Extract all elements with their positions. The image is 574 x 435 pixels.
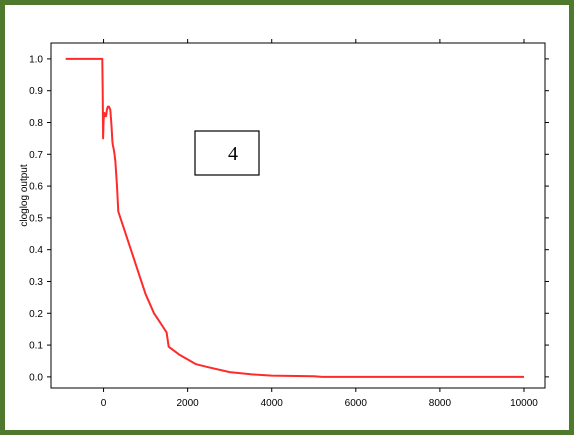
y-tick-label: 0.5 [29, 213, 43, 224]
x-tick-label: 0 [101, 398, 107, 409]
plot-area [50, 42, 546, 389]
y-tick-label: 0.0 [29, 372, 43, 383]
annotation-box: 4 [194, 130, 260, 176]
y-tick-label: 0.3 [29, 277, 43, 288]
y-axis: 0.0 0.1 0.2 0.3 0.4 0.5 0.6 0.7 0.8 0.9 1.0 [29, 54, 549, 383]
x-tick-label: 4000 [261, 398, 284, 409]
x-tick-label: 10000 [510, 398, 538, 409]
y-tick-label: 0.9 [29, 86, 43, 97]
x-tick-label: 6000 [345, 398, 368, 409]
annotation-rect [194, 130, 260, 176]
series-layer [65, 57, 524, 378]
series-line [65, 57, 524, 378]
y-axis-title: cloglog output [19, 164, 30, 226]
y-tick-label: 0.1 [29, 341, 43, 352]
x-tick-label: 8000 [429, 398, 452, 409]
y-tick-label: 0.4 [29, 245, 43, 256]
x-axis: 0 2000 4000 6000 8000 10000 [101, 39, 538, 409]
y-tick-label: 0.8 [29, 118, 43, 129]
x-tick-label: 2000 [177, 398, 200, 409]
chart: 0.0 0.1 0.2 0.3 0.4 0.5 0.6 0.7 0.8 0.9 1.0 0 2000 4… [19, 39, 549, 409]
y-tick-label: 0.2 [29, 309, 43, 320]
annotation-label: 4 [228, 143, 238, 165]
y-tick-label: 1.0 [29, 54, 43, 65]
y-tick-label: 0.7 [29, 150, 43, 161]
y-tick-label: 0.6 [29, 182, 43, 193]
